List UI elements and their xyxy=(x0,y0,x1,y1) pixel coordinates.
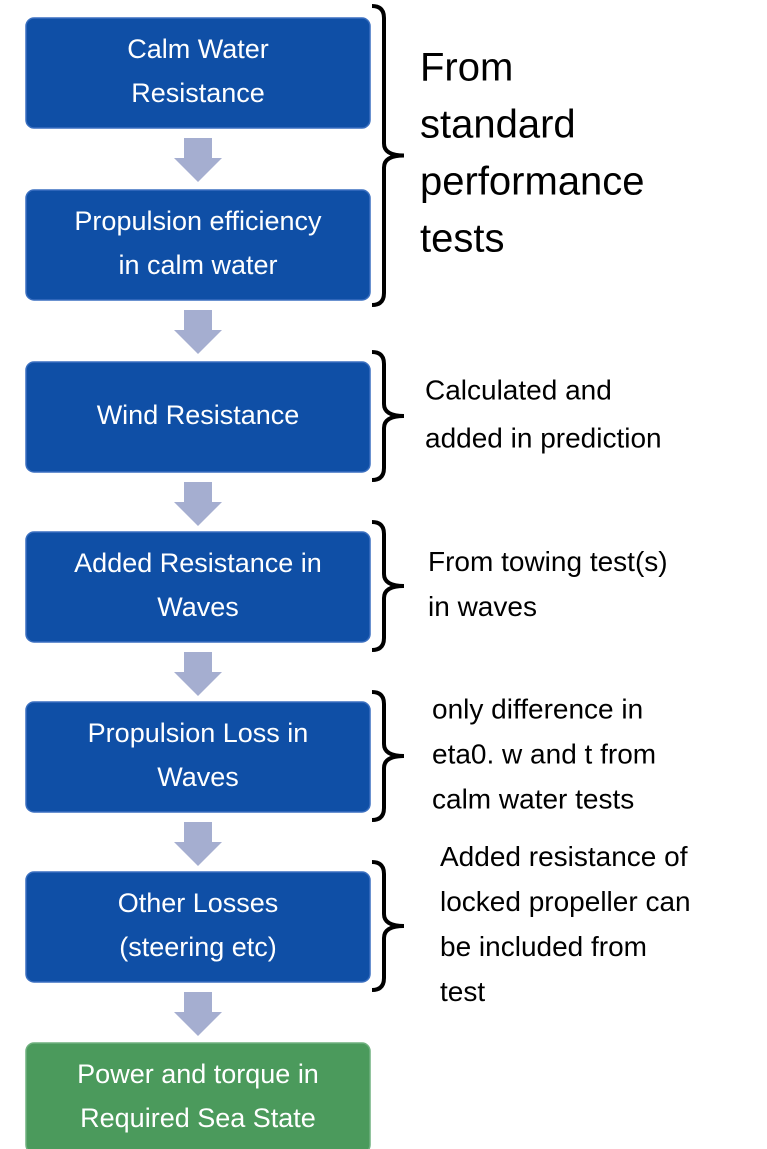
step-label: Power and torque in xyxy=(77,1059,319,1089)
step-box xyxy=(25,701,371,813)
step-box xyxy=(25,361,371,473)
annotation-text: in waves xyxy=(428,591,537,622)
annotation-text: locked propeller can xyxy=(440,886,691,917)
flow-arrow xyxy=(174,652,222,696)
step-label: Waves xyxy=(157,762,239,792)
step-box xyxy=(25,871,371,983)
flow-arrow xyxy=(174,822,222,866)
annotation-text: standard xyxy=(420,103,576,147)
annotation-text: Added resistance of xyxy=(440,841,688,872)
flow-arrow xyxy=(174,482,222,526)
flow-arrow xyxy=(174,310,222,354)
brace xyxy=(371,350,405,482)
step-box xyxy=(25,189,371,301)
brace xyxy=(371,690,405,822)
annotation-text: tests xyxy=(420,217,504,261)
brace xyxy=(371,860,405,992)
brace xyxy=(371,520,405,652)
flow-arrow xyxy=(174,992,222,1036)
step-label: Wind Resistance xyxy=(97,400,300,430)
result-box xyxy=(25,1042,371,1149)
step-box xyxy=(25,17,371,129)
step-label: Resistance xyxy=(131,78,265,108)
step-label: Propulsion Loss in xyxy=(88,718,309,748)
annotation-text: Calculated and xyxy=(425,374,612,405)
step-label: in calm water xyxy=(118,250,277,280)
annotation-text: From towing test(s) xyxy=(428,546,668,577)
annotation-text: performance xyxy=(420,160,645,204)
step-label: Waves xyxy=(157,592,239,622)
annotation-text: test xyxy=(440,976,485,1007)
annotation-text: From xyxy=(420,46,513,90)
step-label: Required Sea State xyxy=(80,1103,316,1133)
annotation-text: eta0. w and t from xyxy=(432,738,656,769)
flow-arrow xyxy=(174,138,222,182)
step-box xyxy=(25,531,371,643)
annotation-text: calm water tests xyxy=(432,783,634,814)
brace xyxy=(371,4,405,307)
step-label: (steering etc) xyxy=(119,932,277,962)
step-label: Propulsion efficiency xyxy=(74,206,322,236)
step-label: Other Losses xyxy=(118,888,279,918)
step-label: Calm Water xyxy=(127,34,269,64)
annotation-text: added in prediction xyxy=(425,422,662,453)
step-label: Added Resistance in xyxy=(74,548,322,578)
annotation-text: only difference in xyxy=(432,693,643,724)
annotation-text: be included from xyxy=(440,931,647,962)
